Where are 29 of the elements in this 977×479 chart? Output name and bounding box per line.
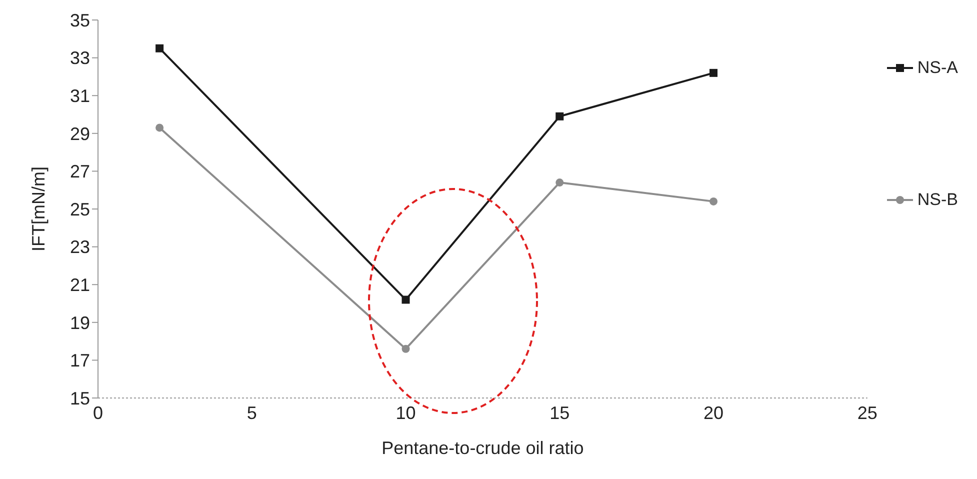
x-tick-label: 10 (396, 402, 416, 423)
y-tick-label: 33 (70, 48, 90, 68)
y-tick-label: 29 (70, 124, 90, 144)
y-tick-label: 31 (70, 86, 90, 106)
point (556, 178, 564, 187)
legend-label: NS-A (917, 58, 958, 78)
point (402, 344, 410, 353)
point (402, 296, 410, 304)
x-tick-label: 25 (857, 402, 878, 423)
y-tick-label: 17 (70, 350, 90, 371)
y-tick-label: 23 (70, 237, 90, 258)
x-tick-label: 20 (703, 402, 724, 423)
point (556, 112, 564, 120)
y-axis-title: IFT[mN/m] (28, 166, 48, 252)
y-tick-label: 21 (70, 274, 90, 295)
y-tick-label: 25 (70, 199, 90, 220)
y-tick-label: 19 (70, 312, 90, 333)
point (710, 68, 718, 77)
legend-label: NS-B (917, 190, 958, 210)
x-axis-title: Pentane-to-crude oil ratio (382, 438, 584, 458)
point (156, 124, 164, 132)
y-tick-label: 35 (70, 10, 90, 30)
y-tick-label: 15 (70, 388, 90, 408)
x-tick-label: 15 (550, 402, 570, 423)
x-tick-label: 5 (246, 402, 257, 423)
y-tick-label: 27 (70, 162, 90, 182)
point (710, 197, 718, 206)
x-tick-label: 0 (92, 402, 104, 423)
point (156, 44, 164, 52)
